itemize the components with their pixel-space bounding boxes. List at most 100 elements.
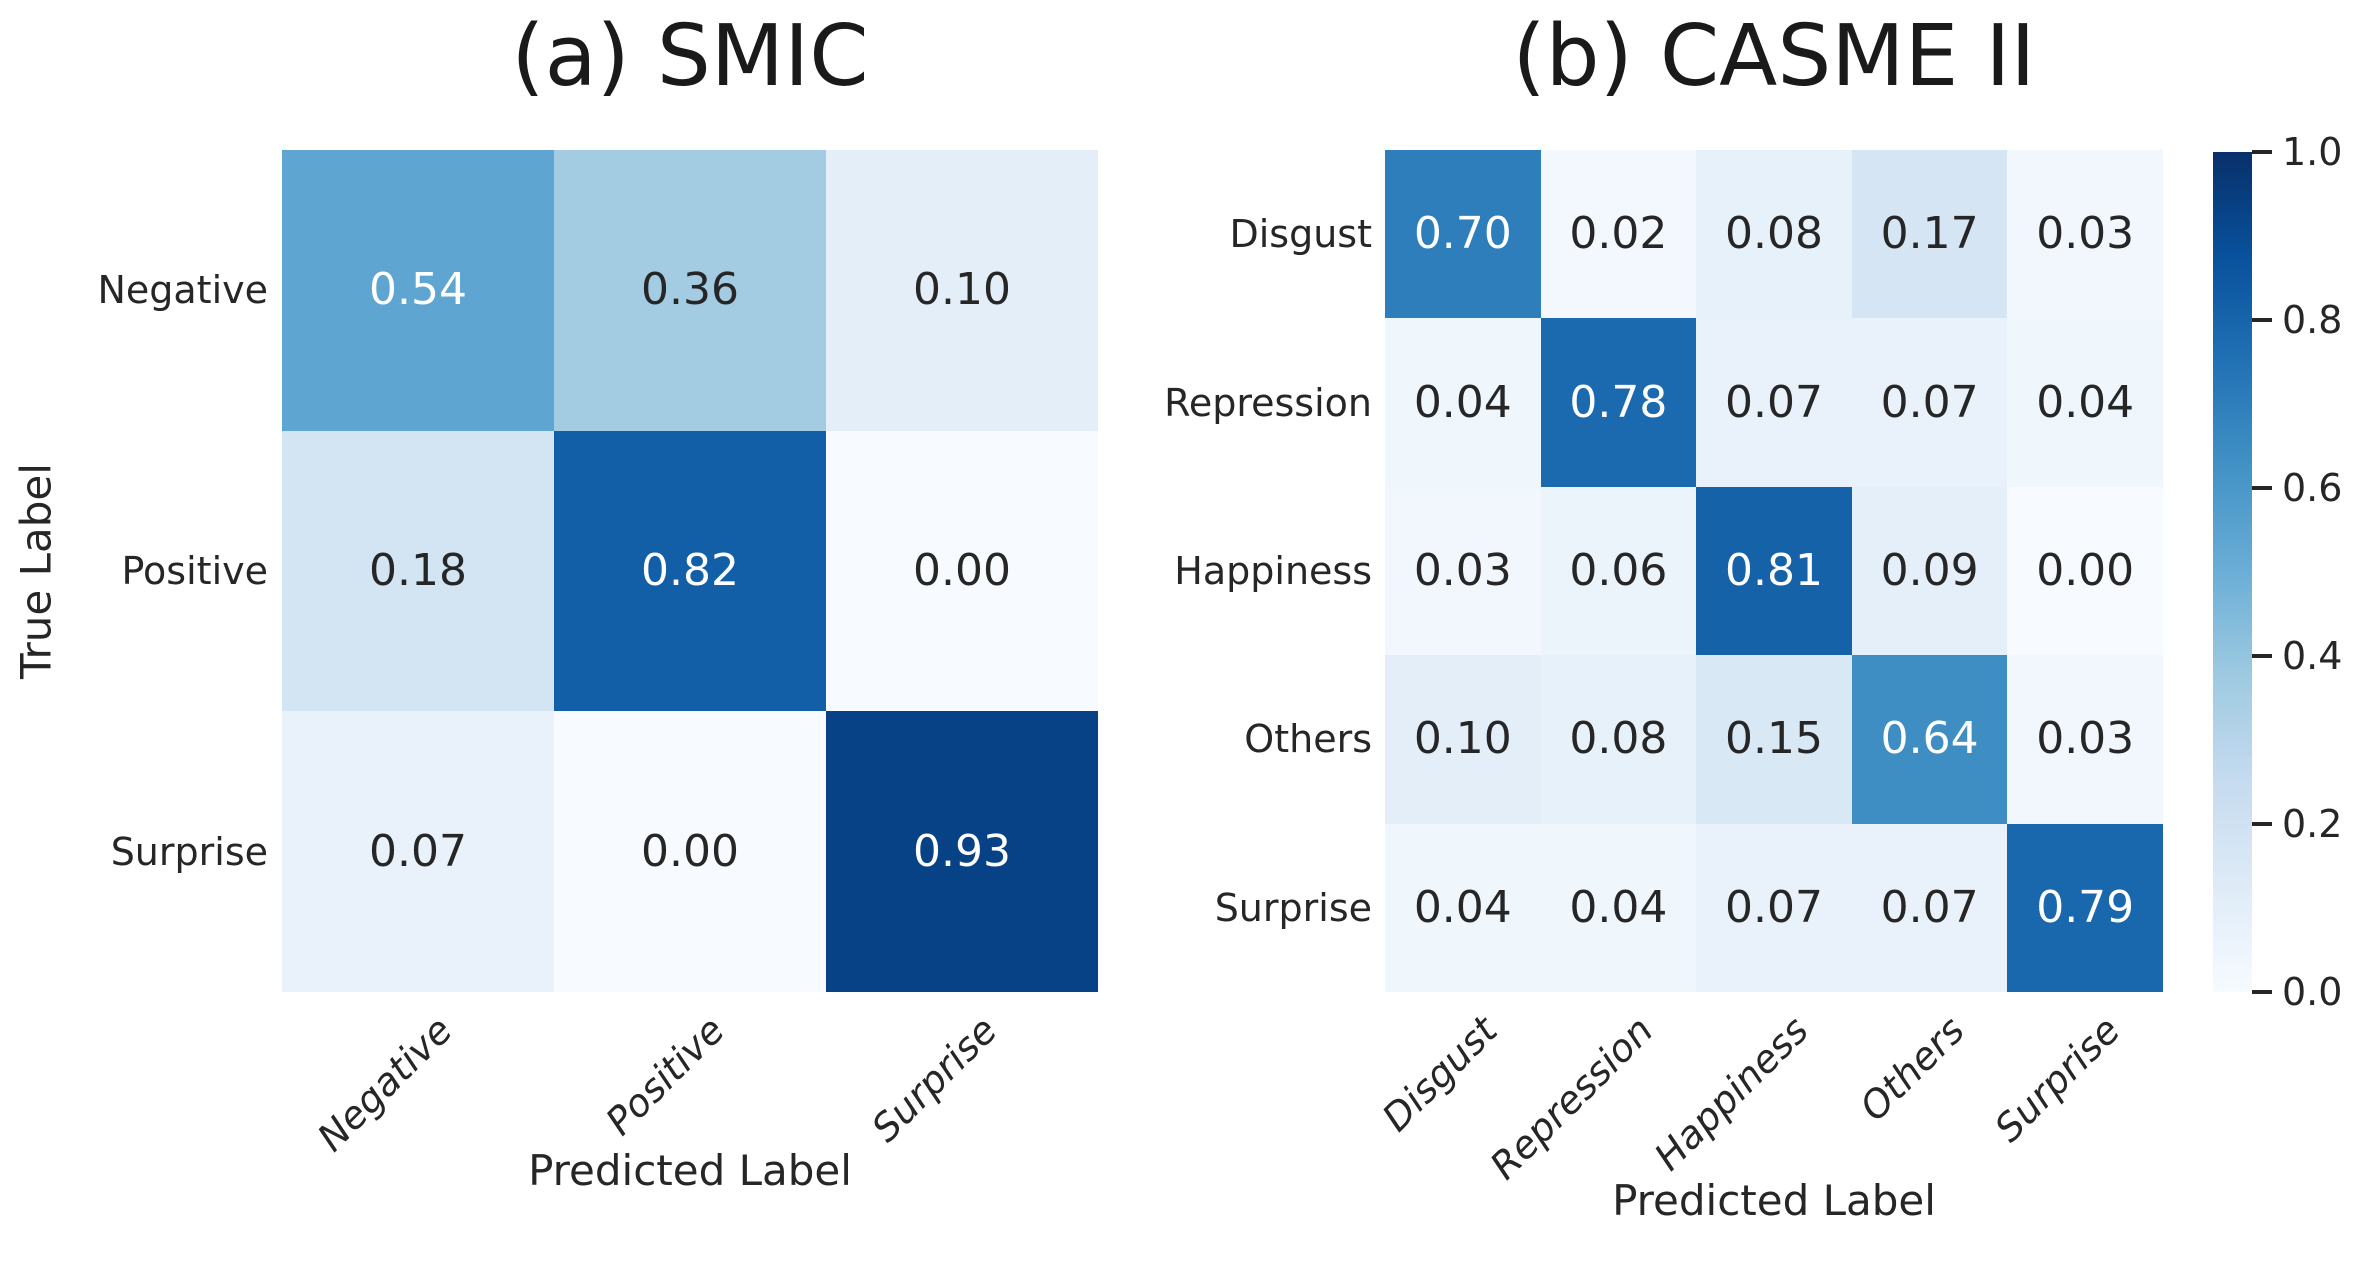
heatmap-cell: 0.00 — [826, 430, 1098, 712]
cell-value: 0.07 — [1880, 881, 1979, 933]
cell-value: 0.03 — [2036, 208, 2135, 260]
heatmap-cell: 0.64 — [1851, 655, 2008, 824]
x-tick-label: Others — [1851, 1008, 1973, 1130]
heatmap-cell: 0.07 — [1851, 318, 2008, 487]
cell-value: 0.54 — [369, 264, 467, 316]
cell-value: 0.18 — [369, 544, 467, 596]
cell-value: 0.10 — [1413, 713, 1512, 765]
cell-value: 0.00 — [641, 825, 739, 877]
cell-value: 0.64 — [1880, 713, 1979, 765]
cell-value: 0.79 — [2036, 881, 2135, 933]
y-tick-label: Surprise — [110, 829, 268, 874]
heatmap-cell: 0.04 — [1385, 823, 1541, 992]
colorbar-tick-label: 0.6 — [2282, 466, 2343, 510]
cell-value: 0.70 — [1413, 208, 1512, 260]
heatmap-cell: 0.54 — [282, 150, 554, 431]
colorbar-tick-label: 0.4 — [2282, 634, 2343, 678]
heatmap-cell: 0.15 — [1696, 655, 1852, 824]
heatmap-cell: 0.02 — [1540, 150, 1697, 319]
x-tick-label: Happiness — [1646, 1008, 1818, 1179]
heatmap-cell: 0.10 — [1385, 655, 1541, 824]
cell-value: 0.78 — [1569, 376, 1668, 428]
smic-heatmap: 0.54 0.36 0.10 0.18 0.82 0.00 0.07 0.00 0.93 — [282, 150, 1098, 992]
cell-value: 0.04 — [1413, 881, 1512, 933]
smic-title: (a) SMIC — [511, 7, 869, 106]
cell-value: 0.07 — [1725, 881, 1823, 933]
cell-value: 0.04 — [1569, 881, 1668, 933]
heatmap-cell: 0.00 — [2007, 486, 2163, 656]
heatmap-cell: 0.07 — [282, 711, 554, 992]
cell-value: 0.82 — [641, 544, 739, 596]
heatmap-cell: 0.07 — [1696, 823, 1852, 992]
cell-value: 0.03 — [1413, 544, 1512, 596]
heatmap-cell: 0.93 — [826, 711, 1098, 992]
cell-value: 0.17 — [1880, 208, 1979, 260]
heatmap-cell: 0.36 — [554, 150, 826, 431]
cell-value: 0.04 — [2036, 376, 2135, 428]
colorbar-tick-label: 0.2 — [2282, 802, 2343, 846]
heatmap-cell: 0.03 — [2007, 655, 2163, 824]
casme-x-axis-label: Predicted Label — [1612, 1176, 1936, 1225]
x-tick-label: Positive — [597, 1008, 734, 1144]
colorbar-tick-label: 0.8 — [2282, 298, 2343, 342]
heatmap-cell: 0.82 — [554, 430, 826, 712]
x-tick-label: Negative — [309, 1008, 462, 1160]
cell-value: 0.08 — [1725, 208, 1823, 260]
heatmap-cell: 0.78 — [1540, 318, 1697, 487]
colorbar — [2213, 152, 2252, 992]
cell-value: 0.08 — [1569, 713, 1668, 765]
cell-value: 0.93 — [913, 825, 1011, 877]
smic-y-axis-label: True Label — [11, 463, 61, 679]
colorbar-tick-label: 1.0 — [2282, 130, 2343, 174]
x-tick-label: Disgust — [1374, 1008, 1506, 1140]
cell-value: 0.06 — [1569, 544, 1668, 596]
heatmap-cell: 0.79 — [2007, 823, 2163, 992]
cell-value: 0.00 — [913, 544, 1011, 596]
colorbar-tick — [2252, 654, 2272, 658]
heatmap-cell: 0.07 — [1851, 823, 2008, 992]
casme-heatmap: 0.70 0.02 0.08 0.17 0.03 0.04 0.78 0.07 0.07 0.04… — [1385, 150, 2163, 992]
heatmap-cell: 0.03 — [1385, 486, 1541, 656]
heatmap-cell: 0.70 — [1385, 150, 1541, 319]
y-tick-label: Surprise — [1214, 885, 1372, 930]
y-tick-label: Happiness — [1174, 549, 1372, 593]
cell-value: 0.07 — [1725, 376, 1823, 428]
y-tick-label: Positive — [121, 549, 269, 593]
cell-value: 0.09 — [1880, 544, 1979, 596]
x-tick-label: Surprise — [862, 1008, 1006, 1151]
colorbar-tick — [2252, 150, 2272, 154]
heatmap-cell: 0.06 — [1540, 486, 1697, 656]
cell-value: 0.81 — [1725, 544, 1823, 596]
heatmap-cell: 0.04 — [1540, 823, 1697, 992]
casme-title: (b) CASME II — [1512, 7, 2036, 106]
heatmap-cell: 0.81 — [1696, 486, 1852, 656]
cell-value: 0.03 — [2036, 713, 2135, 765]
cell-value: 0.07 — [369, 825, 467, 877]
colorbar-tick — [2252, 318, 2272, 322]
colorbar-tick — [2252, 990, 2272, 994]
heatmap-cell: 0.08 — [1540, 655, 1697, 824]
heatmap-cell: 0.18 — [282, 430, 554, 712]
x-tick-label: Surprise — [1985, 1008, 2129, 1151]
cell-value: 0.02 — [1569, 208, 1668, 260]
colorbar-tick — [2252, 822, 2272, 826]
colorbar-tick — [2252, 486, 2272, 490]
heatmap-cell: 0.09 — [1851, 486, 2008, 656]
cell-value: 0.15 — [1725, 713, 1823, 765]
y-tick-label: Negative — [97, 268, 268, 313]
y-tick-label: Others — [1244, 717, 1372, 762]
heatmap-cell: 0.00 — [554, 711, 826, 992]
y-tick-label: Disgust — [1229, 212, 1372, 257]
heatmap-cell: 0.08 — [1696, 150, 1852, 319]
y-tick-label: Repression — [1164, 380, 1372, 425]
cell-value: 0.00 — [2036, 544, 2135, 596]
x-tick-label: Repression — [1481, 1008, 1662, 1188]
heatmap-cell: 0.04 — [2007, 318, 2163, 487]
colorbar-tick-label: 0.0 — [2282, 970, 2343, 1014]
cell-value: 0.04 — [1413, 376, 1512, 428]
heatmap-cell: 0.04 — [1385, 318, 1541, 487]
cell-value: 0.07 — [1880, 376, 1979, 428]
heatmap-cell: 0.07 — [1696, 318, 1852, 487]
heatmap-cell: 0.10 — [826, 150, 1098, 431]
